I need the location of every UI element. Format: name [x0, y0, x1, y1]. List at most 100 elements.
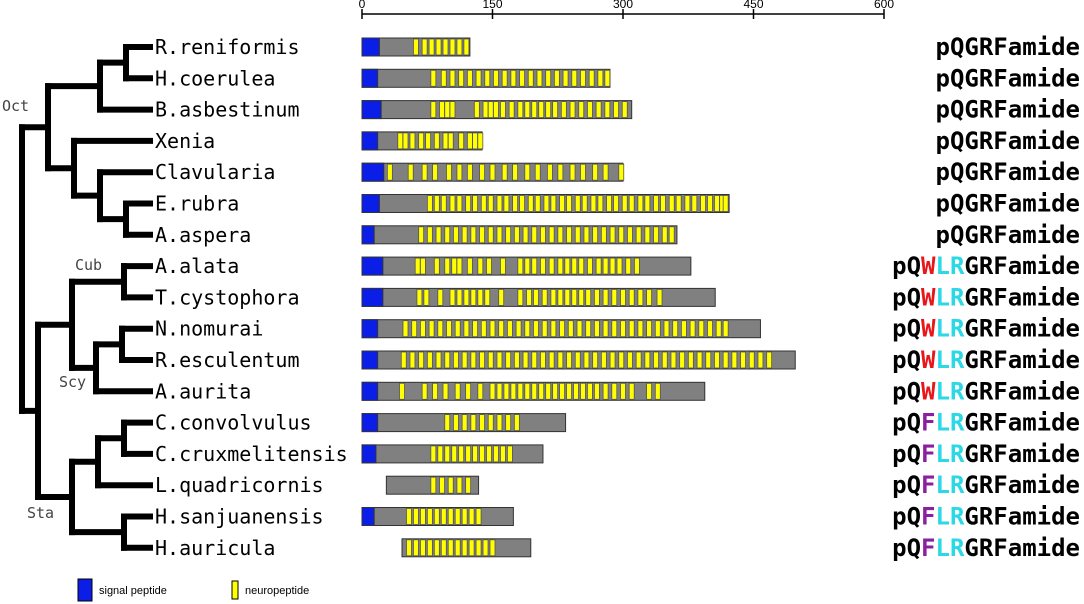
neuropeptide-mark: [465, 382, 472, 400]
species-label: A.aurita: [155, 379, 251, 403]
neuropeptide-mark: [616, 257, 623, 275]
neuropeptide-mark: [553, 69, 560, 87]
motif-segment: pQ: [892, 440, 921, 468]
neuropeptide-mark: [578, 257, 585, 275]
neuropeptide-mark: [418, 351, 425, 369]
neuropeptide-mark: [466, 163, 473, 181]
signal-peptide-mark: [361, 444, 377, 464]
neuropeptide-mark: [707, 195, 713, 212]
neuropeptide-mark: [559, 195, 565, 212]
neuropeptide-mark: [444, 226, 451, 244]
neuropeptide-mark: [482, 101, 489, 118]
neuropeptide-mark: [414, 257, 421, 275]
neuropeptide-mark: [440, 69, 447, 87]
motif-segment: GRFamide: [964, 471, 1080, 499]
neuropeptide-mark: [592, 226, 599, 244]
neuropeptide-mark: [486, 445, 492, 463]
legend-neuro-label: neuropeptide: [245, 585, 309, 597]
neuropeptide-mark: [477, 257, 484, 275]
neuropeptide-mark: [500, 445, 506, 463]
species-label: B.asbestinum: [155, 98, 300, 122]
precursor-bar-row: [361, 381, 706, 401]
neuropeptide-mark: [444, 257, 451, 275]
neuropeptide-mark: [456, 38, 463, 56]
motif-segment: F: [921, 534, 935, 562]
neuropeptide-mark: [479, 445, 485, 463]
motif-segment: LR: [936, 534, 965, 562]
neuropeptide-mark: [620, 382, 626, 400]
neuropeptide-mark: [487, 101, 494, 118]
neuropeptide-mark: [567, 320, 574, 338]
neuropeptide-mark: [440, 195, 447, 212]
neuropeptide-mark: [550, 195, 557, 212]
clade-label-oct: Oct: [2, 97, 29, 115]
neuropeptide-mark: [654, 382, 661, 400]
neuropeptide-mark: [574, 351, 581, 369]
neuropeptide-mark: [602, 288, 609, 306]
neuropeptide-mark: [618, 351, 625, 369]
motif-segment: GRFamide: [964, 283, 1080, 311]
neuropeptide-mark: [533, 320, 539, 338]
neuropeptide-mark: [644, 195, 651, 212]
motif-label: pQWLRGRFamide: [892, 283, 1080, 311]
neuropeptide-mark: [541, 320, 548, 338]
motif-segment: GRFamide: [964, 315, 1080, 343]
neuropeptide-mark: [602, 163, 609, 181]
neuropeptide-mark: [566, 195, 572, 212]
motif-segment: pQGRFamide: [936, 33, 1081, 61]
neuropeptide-mark: [531, 101, 538, 118]
signal-peptide-mark: [361, 225, 375, 245]
neuropeptide-mark: [470, 288, 477, 306]
motif-segment: GRFamide: [964, 377, 1080, 405]
neuropeptide-mark: [644, 226, 651, 244]
neuropeptide-mark: [714, 351, 720, 369]
neuropeptide-mark: [620, 288, 626, 306]
neuropeptide-mark: [604, 101, 611, 118]
neuropeptide-mark: [698, 320, 705, 338]
signal-peptide-mark: [361, 507, 375, 526]
motif-segment: W: [921, 252, 936, 280]
neuropeptide-mark: [569, 163, 576, 181]
phylogenetic-tree: [19, 44, 153, 551]
neuropeptide-mark: [458, 69, 465, 87]
neuropeptide-mark: [646, 320, 652, 338]
neuropeptide-mark: [428, 38, 435, 56]
neuropeptide-mark: [590, 195, 597, 212]
neuropeptide-mark: [748, 351, 755, 369]
neuropeptide-mark: [602, 257, 609, 275]
motif-segment: GRFamide: [964, 252, 1080, 280]
neuropeptide-mark: [500, 101, 506, 118]
species-label: E.rubra: [155, 192, 239, 216]
neuropeptide-mark: [583, 351, 590, 369]
neuropeptide-mark: [571, 288, 578, 306]
precursor-bar-row: [361, 507, 514, 526]
neuropeptide-mark: [486, 257, 492, 275]
neuropeptide-mark: [585, 320, 592, 338]
neuropeptide-mark: [569, 101, 576, 118]
neuropeptide-mark: [449, 69, 456, 87]
signal-peptide-mark: [361, 413, 379, 433]
neuropeptide-mark: [515, 320, 522, 338]
neuropeptide-mark: [419, 539, 426, 557]
neuropeptide-mark: [482, 539, 489, 557]
neuropeptide-mark: [653, 226, 659, 244]
neuropeptide-mark: [489, 163, 496, 181]
neuropeptide-mark: [496, 351, 503, 369]
neuropeptide-mark: [444, 445, 451, 463]
precursor-bar-row: [361, 225, 678, 245]
neuropeptide-mark: [722, 320, 729, 338]
motif-segment: pQGRFamide: [936, 190, 1081, 218]
neuropeptide-mark: [705, 351, 712, 369]
neuropeptide-mark: [435, 38, 442, 56]
neuropeptide-mark: [517, 288, 524, 306]
neuropeptide-mark: [440, 539, 447, 557]
neuropeptide-mark: [627, 351, 633, 369]
neuropeptide-mark: [442, 382, 449, 400]
species-label: R.reniformis: [155, 35, 300, 59]
motif-segment: pQ: [892, 534, 921, 562]
neuropeptide-mark: [425, 132, 432, 150]
neuropeptide-mark: [519, 195, 525, 212]
neuropeptide-mark: [461, 351, 468, 369]
neuropeptide-mark: [574, 195, 581, 212]
neuropeptide-mark: [472, 320, 479, 338]
